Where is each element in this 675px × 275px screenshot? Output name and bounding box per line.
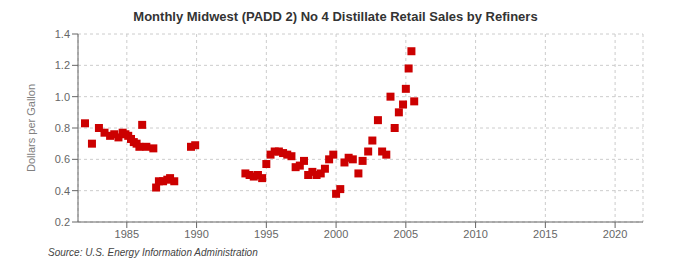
svg-text:0.4: 0.4 [55, 185, 70, 197]
svg-text:2010: 2010 [463, 228, 487, 240]
html-text:Source: U.S. Energy Informatio: Source: U.S. Energy Information Administ… [48, 247, 258, 258]
svg-text:2000: 2000 [324, 228, 348, 240]
svg-text:1.0: 1.0 [55, 91, 70, 103]
svg-text:2020: 2020 [603, 228, 627, 240]
svg-text:1.2: 1.2 [55, 59, 70, 71]
svg-text:1.4: 1.4 [55, 28, 70, 40]
svg-text:2015: 2015 [533, 228, 557, 240]
html-text:Monthly Midwest (PADD 2) No 4: Monthly Midwest (PADD 2) No 4 Distillate… [133, 9, 538, 24]
svg-text:0.6: 0.6 [55, 153, 70, 165]
svg-text:0.8: 0.8 [55, 122, 70, 134]
svg-text:1990: 1990 [184, 228, 208, 240]
svg-text:1985: 1985 [115, 228, 139, 240]
svg-text:1995: 1995 [254, 228, 278, 240]
svg-text:Dollars per Gallon: Dollars per Gallon [25, 84, 37, 172]
svg-text:0.2: 0.2 [55, 216, 70, 228]
svg-text:2005: 2005 [394, 228, 418, 240]
